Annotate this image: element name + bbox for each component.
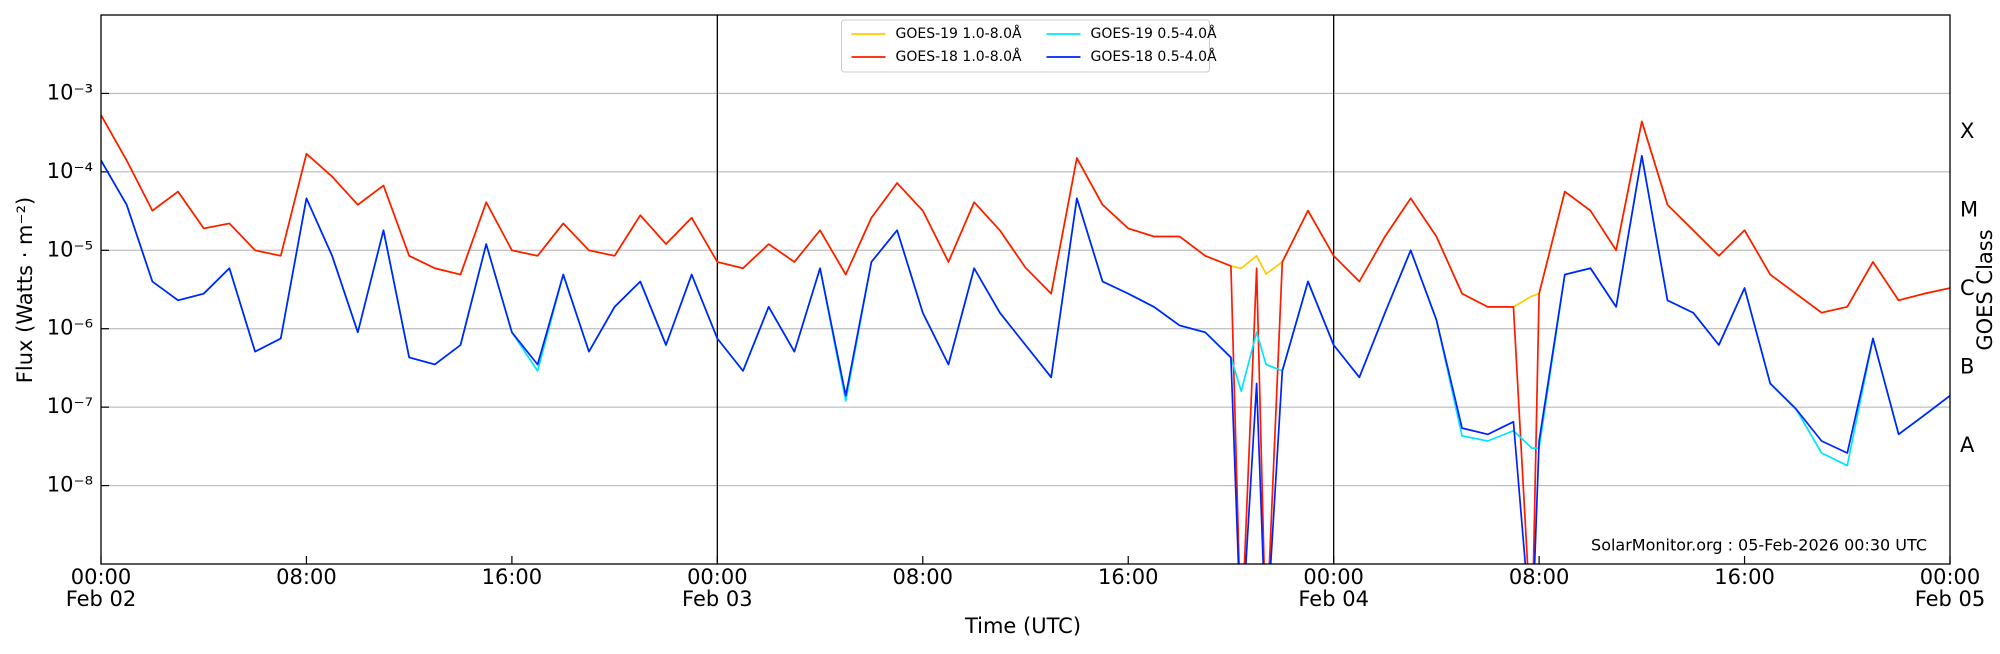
y2-tick-label: X bbox=[1960, 119, 1974, 143]
y-tick-label: 10⁻³ bbox=[47, 80, 93, 104]
x-tick-label: 00:00 bbox=[71, 565, 132, 589]
y-axis-label: Flux (Watts · m⁻²) bbox=[13, 197, 37, 383]
series-line bbox=[101, 114, 1950, 314]
x-tick-label: 00:00 bbox=[687, 565, 748, 589]
y-tick-label: 10⁻⁷ bbox=[47, 394, 93, 418]
x-tick-label: 16:00 bbox=[1098, 565, 1159, 589]
x-tick-label: 08:00 bbox=[893, 565, 954, 589]
y2-axis-label: GOES Class bbox=[1973, 229, 1997, 350]
x-tick-label: 08:00 bbox=[276, 565, 337, 589]
x-tick-label: Feb 02 bbox=[66, 587, 137, 611]
x-tick-label: Feb 05 bbox=[1915, 587, 1986, 611]
series-line bbox=[101, 155, 1950, 467]
x-tick-label: Feb 04 bbox=[1298, 587, 1369, 611]
y-tick-label: 10⁻⁵ bbox=[47, 237, 93, 261]
series-line bbox=[101, 114, 1950, 564]
y2-tick-label: A bbox=[1960, 433, 1975, 457]
plot-area bbox=[101, 114, 1950, 564]
annotation: SolarMonitor.org : 05-Feb-2026 00:30 UTC bbox=[1591, 536, 1927, 555]
x-axis-label: Time (UTC) bbox=[964, 614, 1081, 638]
legend-label: GOES-18 0.5-4.0Å bbox=[1091, 48, 1217, 65]
x-tick-label: 00:00 bbox=[1303, 565, 1364, 589]
y2-tick-label: M bbox=[1960, 198, 1978, 222]
plot-frame bbox=[100, 14, 1951, 565]
x-tick-label: 16:00 bbox=[1714, 565, 1775, 589]
y-tick-label: 10⁻⁸ bbox=[47, 473, 93, 497]
legend-label: GOES-19 0.5-4.0Å bbox=[1091, 25, 1217, 42]
y-tick-label: 10⁻⁴ bbox=[47, 159, 93, 183]
x-tick-label: 00:00 bbox=[1920, 565, 1981, 589]
y-tick-label: 10⁻⁶ bbox=[47, 316, 93, 340]
legend-label: GOES-19 1.0-8.0Å bbox=[896, 25, 1022, 42]
legend-label: GOES-18 1.0-8.0Å bbox=[896, 48, 1022, 65]
x-tick-label: Feb 03 bbox=[682, 587, 753, 611]
series-line bbox=[101, 155, 1950, 564]
y2-tick-label: C bbox=[1960, 276, 1975, 300]
legend-box bbox=[841, 19, 1210, 73]
x-tick-label: 08:00 bbox=[1509, 565, 1570, 589]
x-tick-label: 16:00 bbox=[482, 565, 543, 589]
y2-tick-label: B bbox=[1960, 355, 1974, 379]
